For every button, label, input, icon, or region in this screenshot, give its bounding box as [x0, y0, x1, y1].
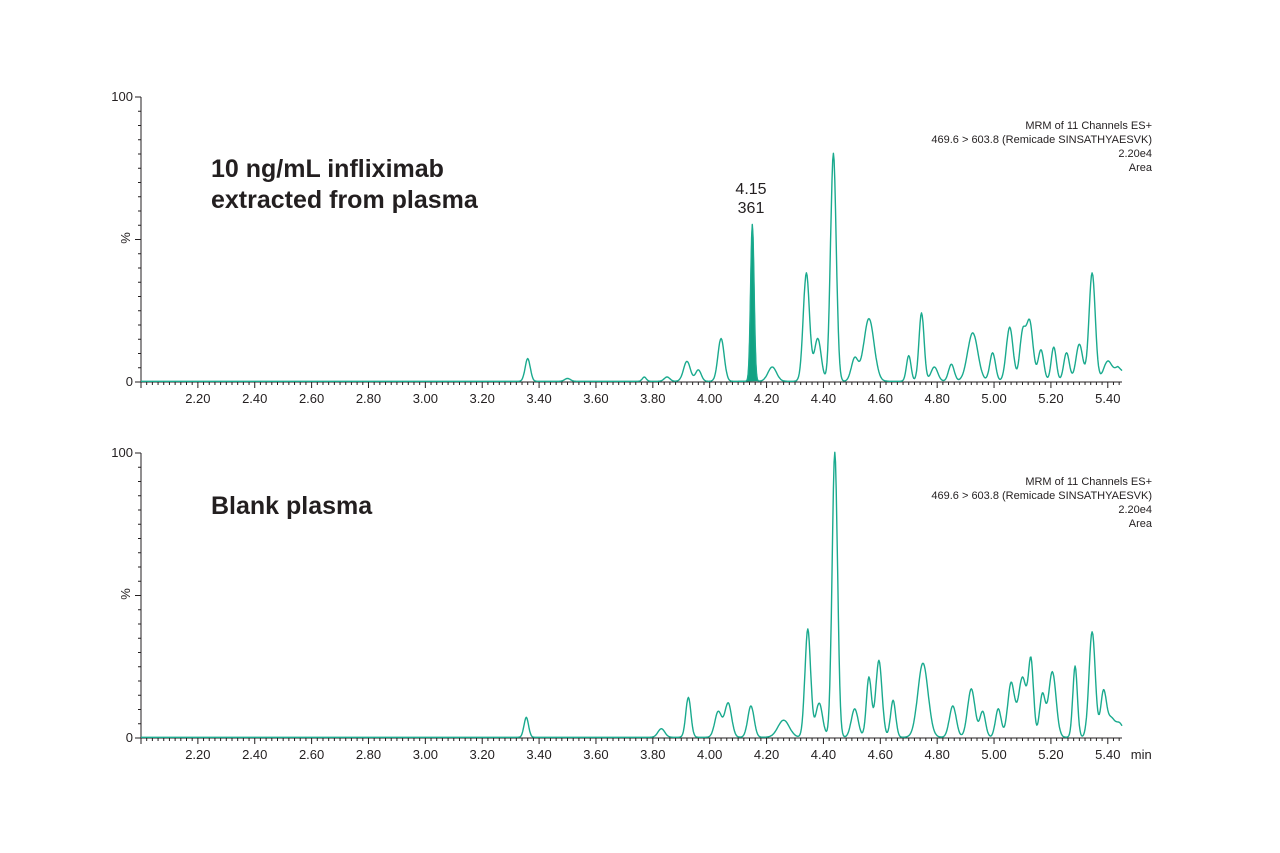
chromatogram-panel-bottom: 100% 0 2.20 2.40 2.60 2.80 3.00 3.20 3.40 3.60 3.8… — [111, 445, 1151, 762]
x-tick-label: 3.20 — [470, 747, 495, 762]
channel-info-bottom: MRM of 11 Channels ES+ 469.6 > 603.8 (Re… — [931, 475, 1152, 531]
y-tick-label-0: 0 — [126, 730, 133, 745]
x-tick-label: 3.60 — [583, 747, 608, 762]
sample-label-top: 10 ng/mL infliximab extracted from plasm… — [211, 154, 478, 216]
x-tick-label: 3.20 — [470, 391, 495, 406]
x-tick-label: 2.60 — [299, 391, 324, 406]
channel-info-bottom-line-1: MRM of 11 Channels ES+ — [1025, 476, 1152, 488]
x-tick-label: 3.80 — [640, 747, 665, 762]
x-tick-label: 4.40 — [811, 391, 836, 406]
x-tick-label: 3.40 — [526, 747, 551, 762]
y-tick-label-0: 0 — [126, 374, 133, 389]
sample-label-top-line-1: 10 ng/mL infliximab — [211, 155, 444, 183]
channel-info-bottom-line-4: Area — [1128, 518, 1152, 530]
x-tick-label: 3.00 — [413, 391, 438, 406]
x-tick-label: 5.20 — [1038, 747, 1063, 762]
x-tick-label: 5.20 — [1038, 391, 1063, 406]
x-tick-label: 3.60 — [583, 391, 608, 406]
x-tick-label: 4.40 — [811, 747, 836, 762]
x-tick-label: 4.80 — [925, 391, 950, 406]
y-axis-percent-label: % — [118, 232, 133, 244]
channel-info-bottom-line-2: 469.6 > 603.8 (Remicade SINSATHYAESVK) — [931, 490, 1152, 502]
x-tick-label: 3.80 — [640, 391, 665, 406]
sample-label-bottom: Blank plasma — [211, 491, 372, 522]
x-tick-label: 5.00 — [981, 747, 1006, 762]
sample-label-top-line-2: extracted from plasma — [211, 186, 478, 214]
chromatogram-trace-top — [141, 152, 1123, 382]
x-tick-label: 4.00 — [697, 747, 722, 762]
peak-retention-time: 4.15 — [735, 181, 767, 198]
chromatogram-panel-top: 100% 0 2.20 2.40 2.60 2.80 3.00 3.20 3.40 3.60 3.8… — [111, 89, 1123, 406]
y-tick-label-100: 100 — [111, 89, 133, 104]
x-tick-label: 2.80 — [356, 747, 381, 762]
channel-info-top-line-1: MRM of 11 Channels ES+ — [1025, 120, 1152, 132]
x-tick-label: 4.60 — [868, 747, 893, 762]
channel-info-top-line-3: 2.20e4 — [1118, 148, 1152, 160]
x-tick-label: 2.80 — [356, 391, 381, 406]
peak-annotation: 4.15 361 — [721, 180, 781, 218]
x-tick-label: 5.40 — [1095, 747, 1120, 762]
channel-info-bottom-line-3: 2.20e4 — [1118, 504, 1152, 516]
x-tick-label: 2.20 — [185, 747, 210, 762]
x-tick-label: 5.40 — [1095, 391, 1120, 406]
x-tick-label: 2.60 — [299, 747, 324, 762]
x-tick-label: 2.40 — [242, 391, 267, 406]
x-tick-label: 5.00 — [981, 391, 1006, 406]
channel-info-top-line-4: Area — [1128, 162, 1152, 174]
x-tick-label: 2.20 — [185, 391, 210, 406]
sample-label-bottom-line-1: Blank plasma — [211, 492, 373, 520]
y-tick-label-100: 100 — [111, 445, 133, 460]
x-tick-label: 3.40 — [526, 391, 551, 406]
x-axis-label: min — [1131, 747, 1152, 762]
peak-area-value: 361 — [737, 200, 765, 217]
x-tick-label: 4.00 — [697, 391, 722, 406]
x-tick-label: 4.20 — [754, 747, 779, 762]
x-tick-label: 4.60 — [868, 391, 893, 406]
x-tick-label: 4.80 — [925, 747, 950, 762]
x-tick-label: 4.20 — [754, 391, 779, 406]
channel-info-top-line-2: 469.6 > 603.8 (Remicade SINSATHYAESVK) — [931, 134, 1152, 146]
chromatogram-trace-bottom — [141, 451, 1123, 738]
channel-info-top: MRM of 11 Channels ES+ 469.6 > 603.8 (Re… — [931, 119, 1152, 175]
x-tick-label: 3.00 — [413, 747, 438, 762]
y-axis-percent-label: % — [118, 588, 133, 600]
x-tick-label: 2.40 — [242, 747, 267, 762]
